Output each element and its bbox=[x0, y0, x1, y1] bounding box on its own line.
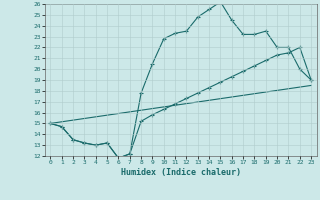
X-axis label: Humidex (Indice chaleur): Humidex (Indice chaleur) bbox=[121, 168, 241, 177]
